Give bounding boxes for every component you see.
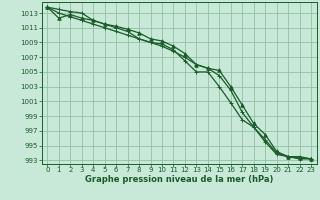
X-axis label: Graphe pression niveau de la mer (hPa): Graphe pression niveau de la mer (hPa)	[85, 175, 273, 184]
